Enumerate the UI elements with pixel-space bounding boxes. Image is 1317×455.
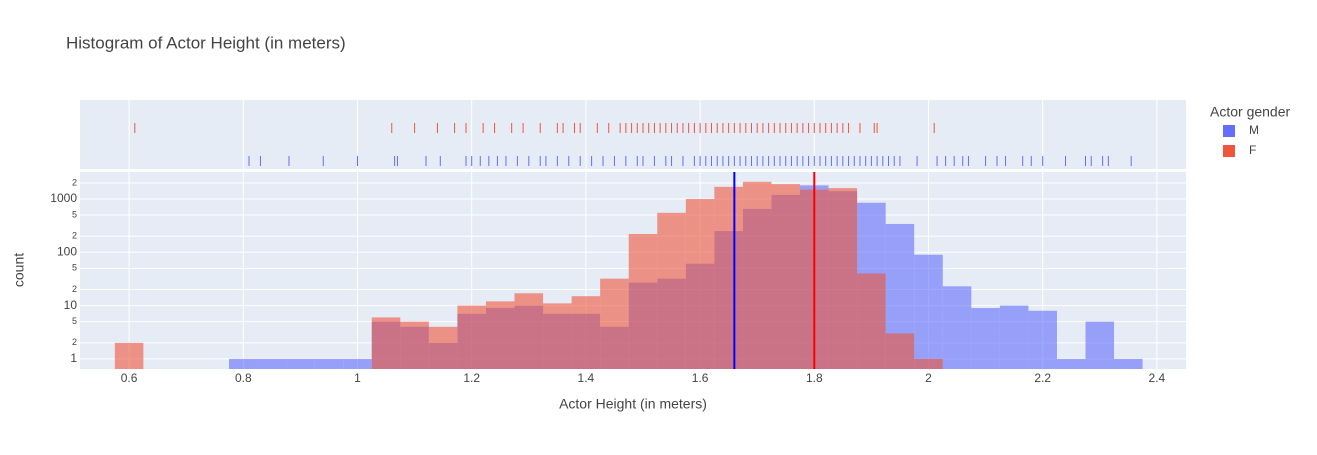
y-axis-title: count <box>11 253 27 287</box>
bar <box>742 181 772 369</box>
y-tick-label: 2 <box>72 177 77 187</box>
bar <box>1114 358 1143 369</box>
y-tick-label: 2 <box>72 337 77 347</box>
y-tick-label: 5 <box>72 263 77 273</box>
bar <box>229 358 258 369</box>
y-tick-label: 2 <box>72 231 77 241</box>
rug-area <box>80 100 1186 169</box>
legend-swatch <box>1223 145 1235 157</box>
bar <box>114 342 144 369</box>
bar <box>628 234 658 369</box>
bar <box>914 358 943 369</box>
bar <box>1028 310 1057 369</box>
x-tick-label: 0.8 <box>235 371 252 385</box>
y-tick-label: 1000 <box>50 191 77 205</box>
legend-label: F <box>1249 143 1256 157</box>
bar <box>428 326 458 369</box>
bar <box>971 308 1000 369</box>
bar <box>286 358 315 369</box>
legend-swatch <box>1223 125 1235 137</box>
bar <box>314 358 344 369</box>
bar <box>714 186 743 369</box>
x-tick-label: 1.2 <box>463 371 480 385</box>
bar <box>857 273 886 369</box>
x-tick-label: 1 <box>354 371 361 385</box>
x-tick-label: 2.2 <box>1034 371 1051 385</box>
bar <box>485 301 515 369</box>
bar <box>400 321 429 369</box>
x-tick-label: 2.4 <box>1149 371 1166 385</box>
bar <box>571 296 601 369</box>
legend-title: Actor gender <box>1210 104 1290 120</box>
bar <box>942 286 972 369</box>
bar <box>1056 358 1086 369</box>
bar <box>543 303 572 369</box>
bar <box>343 358 372 369</box>
y-tick-label: 100 <box>57 244 77 258</box>
y-tick-label: 1 <box>70 351 77 365</box>
bar <box>371 317 401 369</box>
bar <box>885 333 915 369</box>
legend-label: M <box>1249 123 1259 137</box>
bar <box>828 188 858 369</box>
bar <box>1085 321 1115 369</box>
y-tick-label: 5 <box>72 209 77 219</box>
bar <box>657 212 686 369</box>
y-tick-label: 10 <box>64 298 78 312</box>
x-tick-label: 2 <box>925 371 932 385</box>
y-tick-label: 2 <box>72 284 77 294</box>
bar <box>457 305 486 369</box>
bar <box>914 254 943 369</box>
chart-title: Histogram of Actor Height (in meters) <box>66 33 346 52</box>
x-tick-label: 1.4 <box>578 371 595 385</box>
y-tick-label: 5 <box>72 316 77 326</box>
bar <box>771 184 801 369</box>
bar <box>600 278 629 369</box>
x-tick-label: 1.6 <box>692 371 709 385</box>
bar <box>514 293 544 369</box>
x-tick-label: 0.6 <box>121 371 138 385</box>
bar <box>685 198 715 369</box>
x-tick-label: 1.8 <box>806 371 823 385</box>
bar <box>257 358 287 369</box>
x-axis-title: Actor Height (in meters) <box>559 396 707 412</box>
bar <box>999 305 1029 369</box>
